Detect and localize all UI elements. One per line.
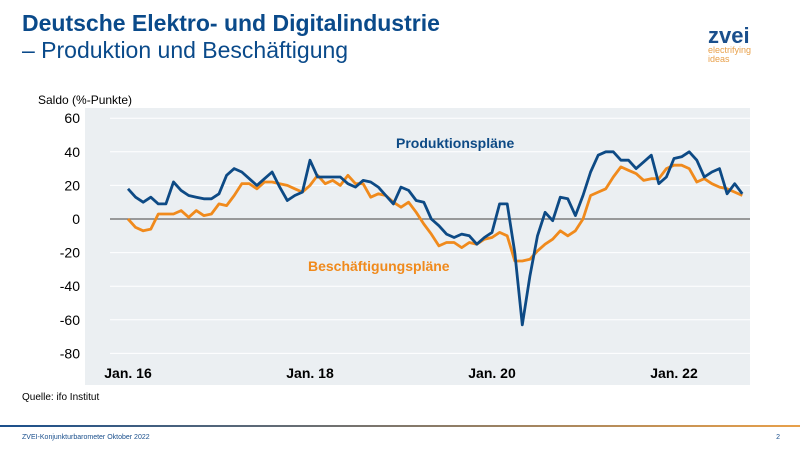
zvei-logo: zvei electrifying ideas [708,23,752,64]
title-line-1: Deutsche Elektro- und Digitalindustrie [22,10,440,36]
plot-background [85,108,750,385]
x-tick-label: Jan. 20 [468,365,516,381]
footer-text: ZVEI-Konjunkturbarometer Oktober 2022 [22,434,150,441]
series-line-produktion [126,150,744,327]
page-number: 2 [776,434,780,441]
title-line-2: – Produktion und Beschäftigung [22,37,349,63]
x-tick-label: Jan. 18 [286,365,334,381]
slide-title: Deutsche Elektro- und Digitalindustrie –… [22,10,440,64]
source-note: Quelle: ifo Institut [22,392,100,403]
logo-tagline-1: electrifying [708,45,752,55]
y-tick-label: -80 [60,345,80,361]
series-label-beschaeftigung: Beschäftigungspläne [308,258,450,274]
y-axis-label: Saldo (%-Punkte) [38,93,133,107]
logo-tagline-2: ideas [708,54,730,64]
series-label-produktion: Produktionspläne [396,135,514,151]
y-tick-label: -40 [60,278,80,294]
y-tick-label: 40 [64,144,80,160]
y-tick-label: 20 [64,177,80,193]
y-tick-label: -60 [60,312,80,328]
y-tick-label: 60 [64,110,80,126]
y-tick-label: 0 [72,211,80,227]
logo-name: zvei [708,23,750,48]
series-line-beschaeftigung [126,163,743,263]
footer-divider [0,425,800,427]
x-tick-label: Jan. 16 [104,365,152,381]
x-tick-label: Jan. 22 [650,365,698,381]
y-tick-label: -20 [60,245,80,261]
